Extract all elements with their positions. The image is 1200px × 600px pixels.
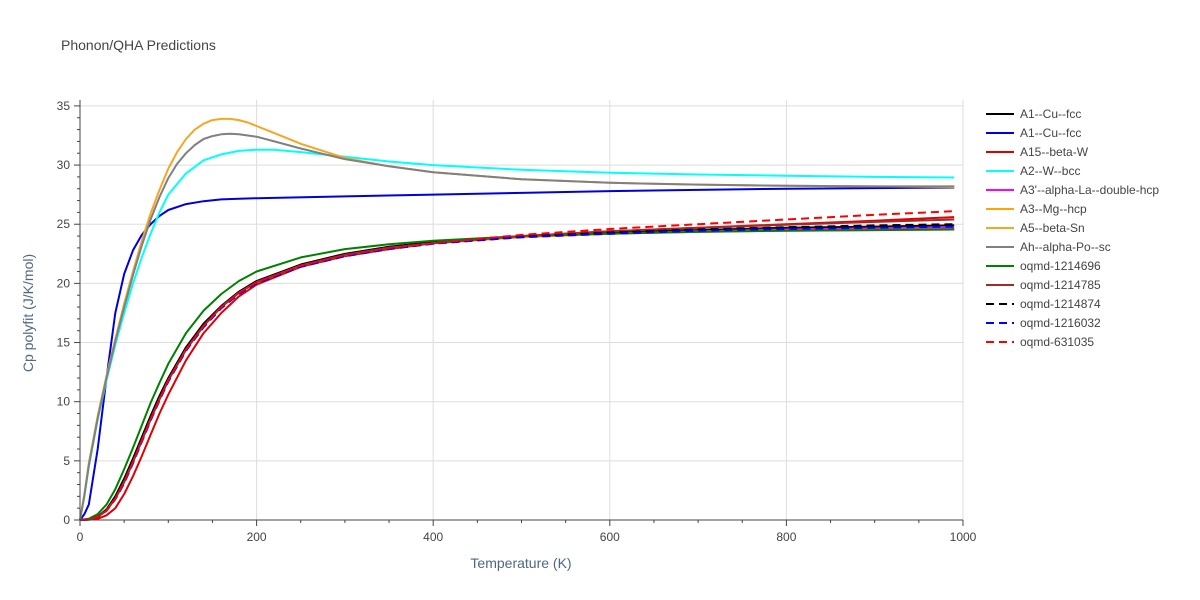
legend-item[interactable]: A5--beta-Sn: [986, 221, 1085, 235]
y-tick-label: 25: [57, 217, 71, 231]
series-line-12: [79, 210, 955, 521]
legend-item[interactable]: A3'--alpha-La--double-hcp: [986, 183, 1159, 197]
legend-label: oqmd-1214874: [1020, 297, 1101, 311]
legend-label: A3--Mg--hcp: [1020, 202, 1087, 216]
x-tick-label: 400: [423, 530, 443, 544]
legend-item[interactable]: oqmd-1214874: [986, 297, 1101, 311]
y-axis-title: Cp polyfit (J/K/mol): [20, 254, 36, 372]
series-line-7: [79, 132, 955, 521]
series-line-2: [79, 216, 955, 521]
y-tick-label: 15: [57, 336, 71, 350]
legend-item[interactable]: A1--Cu--fcc: [986, 126, 1081, 140]
axes: 0 200 400 600 800 1000 0 5 10 15 20 25 30 35: [57, 99, 977, 544]
x-axis-title: Temperature (K): [470, 555, 571, 571]
legend-item[interactable]: oqmd-631035: [986, 335, 1094, 349]
series-line-11: [79, 225, 955, 521]
series-line-10: [79, 223, 955, 521]
legend-label: A1--Cu--fcc: [1020, 107, 1081, 121]
x-tick-label: 200: [247, 530, 267, 544]
legend-label: A2--W--bcc: [1020, 164, 1080, 178]
x-tick-label: 600: [600, 530, 620, 544]
grid: [80, 100, 964, 520]
legend-item[interactable]: oqmd-1214696: [986, 259, 1101, 273]
legend-label: A1--Cu--fcc: [1020, 126, 1081, 140]
series-line-0: [79, 224, 955, 521]
legend-item[interactable]: A3--Mg--hcp: [986, 202, 1087, 216]
legend-item[interactable]: A2--W--bcc: [986, 164, 1080, 178]
legend-item[interactable]: Ah--alpha-Po--sc: [986, 240, 1111, 254]
legend-item[interactable]: oqmd-1216032: [986, 316, 1101, 330]
x-tick-label: 800: [776, 530, 796, 544]
series-line-8: [79, 228, 955, 521]
y-tick-label: 20: [57, 276, 71, 290]
legend-label: A15--beta-W: [1020, 145, 1089, 159]
legend-item[interactable]: oqmd-1214785: [986, 278, 1101, 292]
series-line-5: [79, 228, 955, 521]
legend-label: oqmd-1214696: [1020, 259, 1101, 273]
legend-item[interactable]: A15--beta-W: [986, 145, 1089, 159]
legend-label: oqmd-1216032: [1020, 316, 1101, 330]
legend-item[interactable]: A1--Cu--fcc: [986, 107, 1081, 121]
legend-label: oqmd-631035: [1020, 335, 1094, 349]
chart-title: Phonon/QHA Predictions: [61, 37, 216, 53]
legend-label: A5--beta-Sn: [1020, 221, 1085, 235]
y-tick-label: 0: [63, 513, 70, 527]
series-line-3: [79, 148, 955, 521]
plot-area: [79, 117, 955, 521]
x-tick-label: 1000: [950, 530, 977, 544]
y-tick-label: 10: [57, 395, 71, 409]
series-line-9: [79, 218, 955, 521]
x-tick-label: 0: [77, 530, 84, 544]
y-tick-label: 5: [63, 454, 70, 468]
y-tick-label: 30: [57, 158, 71, 172]
legend-label: Ah--alpha-Po--sc: [1020, 240, 1111, 254]
legend-label: A3'--alpha-La--double-hcp: [1020, 183, 1159, 197]
legend: A1--Cu--fcc A1--Cu--fcc A15--beta-W A2--W--…: [986, 107, 1159, 349]
legend-label: oqmd-1214785: [1020, 278, 1101, 292]
series-line-4: [79, 226, 955, 521]
y-tick-label: 35: [57, 99, 71, 113]
